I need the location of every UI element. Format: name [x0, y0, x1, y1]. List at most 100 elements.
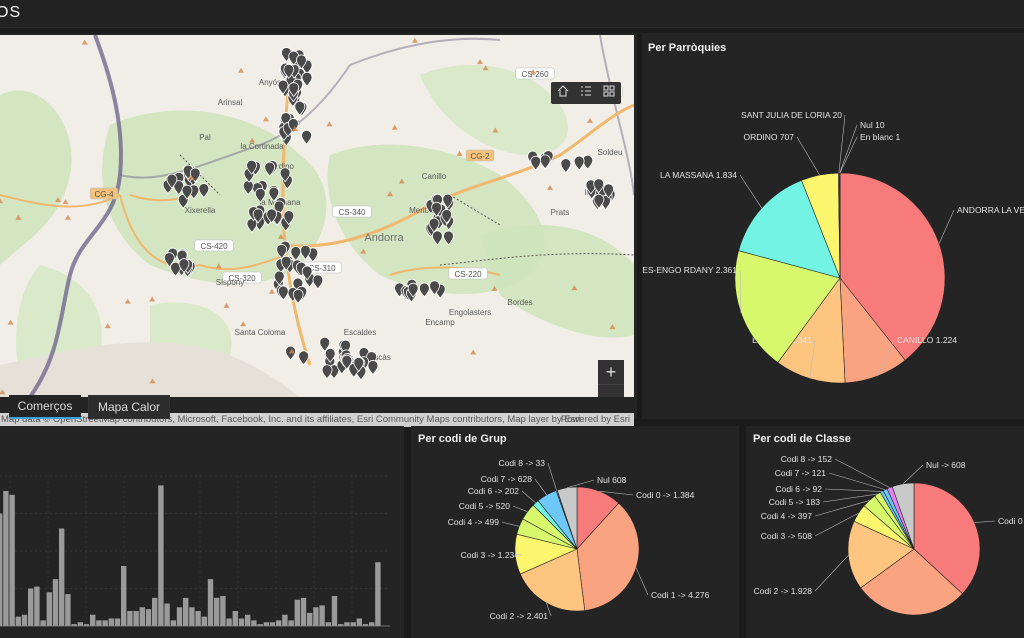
bar[interactable] — [369, 622, 375, 626]
bar[interactable] — [183, 597, 189, 626]
bar[interactable] — [238, 618, 245, 627]
commerce-marker[interactable] — [603, 183, 614, 199]
bar[interactable] — [362, 624, 369, 626]
bar[interactable] — [300, 597, 307, 626]
bar[interactable] — [257, 624, 263, 626]
commerce-marker[interactable] — [300, 244, 311, 260]
bar[interactable] — [102, 620, 108, 626]
pie-slice[interactable] — [519, 548, 586, 612]
commerce-marker[interactable] — [431, 201, 442, 217]
zoom-in-button[interactable]: + — [605, 361, 617, 382]
bar[interactable] — [220, 596, 226, 626]
pie-slice[interactable] — [847, 520, 915, 589]
map-view[interactable]: CS-260CS-270CG-2CG-4CS-340CS-420CS-320CS… — [0, 35, 634, 397]
commerce-marker[interactable] — [407, 282, 419, 298]
commerce-marker[interactable] — [321, 364, 333, 380]
commerce-marker[interactable] — [418, 282, 430, 298]
commerce-marker[interactable] — [441, 209, 453, 225]
tab-comercos[interactable]: Comerços — [9, 395, 81, 419]
bar[interactable] — [331, 596, 338, 626]
bar[interactable] — [375, 562, 381, 626]
bar[interactable] — [21, 614, 28, 626]
commerce-marker[interactable] — [198, 183, 210, 199]
bar[interactable] — [313, 607, 319, 626]
bar[interactable] — [214, 597, 220, 626]
bar[interactable] — [344, 622, 350, 626]
bar[interactable] — [9, 494, 15, 626]
bar[interactable] — [176, 607, 183, 626]
bar[interactable] — [245, 614, 251, 626]
commerce-marker[interactable] — [367, 360, 379, 376]
bar[interactable] — [65, 594, 71, 626]
commerce-marker[interactable] — [276, 244, 288, 260]
bar[interactable] — [96, 620, 102, 626]
pie-slice[interactable] — [913, 482, 981, 595]
commerce-marker[interactable] — [442, 193, 454, 209]
bar[interactable] — [133, 611, 139, 626]
bar[interactable] — [114, 618, 121, 627]
commerce-marker[interactable] — [582, 154, 594, 170]
commerce-marker[interactable] — [312, 274, 324, 290]
commerce-marker[interactable] — [301, 129, 312, 145]
commerce-marker[interactable] — [178, 258, 190, 274]
bar[interactable] — [338, 624, 344, 626]
bar[interactable] — [195, 611, 201, 626]
commerce-marker[interactable] — [246, 159, 257, 175]
commerce-marker[interactable] — [166, 173, 178, 189]
commerce-marker[interactable] — [164, 252, 175, 268]
bar[interactable] — [139, 607, 145, 626]
commerce-marker[interactable] — [268, 186, 280, 202]
commerce-marker[interactable] — [530, 155, 542, 171]
commerce-marker[interactable] — [296, 54, 307, 70]
bar[interactable] — [59, 528, 65, 627]
commerce-marker[interactable] — [273, 270, 285, 286]
pie-slice[interactable] — [860, 548, 963, 616]
commerce-marker[interactable] — [560, 158, 572, 174]
bar[interactable] — [52, 579, 59, 626]
bar[interactable] — [3, 491, 9, 626]
commerce-marker[interactable] — [254, 187, 266, 203]
pie-slice[interactable] — [576, 502, 640, 611]
zoom-out-button[interactable]: — — [598, 384, 624, 397]
pie-slice[interactable] — [839, 172, 946, 361]
commerce-marker[interactable] — [593, 193, 605, 209]
bar[interactable] — [152, 597, 158, 626]
bar[interactable] — [71, 624, 77, 626]
bar[interactable] — [164, 603, 170, 627]
commerce-marker[interactable] — [294, 100, 306, 116]
bar[interactable] — [90, 614, 96, 626]
bar[interactable] — [276, 620, 282, 626]
bar[interactable] — [207, 579, 214, 626]
bar[interactable] — [269, 622, 276, 626]
bar[interactable] — [251, 620, 257, 626]
bar[interactable] — [282, 614, 288, 626]
commerce-marker[interactable] — [288, 82, 300, 98]
legend-button[interactable] — [574, 82, 597, 104]
commerce-marker[interactable] — [277, 285, 289, 301]
commerce-marker[interactable] — [279, 167, 291, 183]
commerce-marker[interactable] — [170, 261, 181, 277]
bar[interactable] — [319, 605, 325, 626]
bar[interactable] — [350, 622, 356, 626]
bar[interactable] — [201, 616, 207, 626]
bar[interactable] — [294, 599, 300, 626]
bar[interactable] — [77, 622, 83, 626]
bar[interactable] — [263, 622, 269, 626]
commerce-marker[interactable] — [277, 79, 289, 95]
commerce-marker[interactable] — [266, 208, 278, 224]
commerce-marker[interactable] — [181, 184, 193, 200]
commerce-marker[interactable] — [283, 210, 295, 226]
commerce-marker[interactable] — [290, 246, 302, 262]
commerce-marker[interactable] — [298, 350, 310, 366]
bar[interactable] — [46, 592, 52, 626]
bar[interactable] — [121, 566, 127, 626]
qr-button[interactable] — [597, 82, 620, 104]
bar[interactable] — [226, 618, 232, 627]
bar[interactable] — [232, 611, 238, 626]
commerce-marker[interactable] — [280, 255, 292, 271]
commerce-marker[interactable] — [301, 71, 313, 87]
commerce-marker[interactable] — [593, 178, 605, 194]
bar[interactable] — [40, 620, 46, 626]
tab-mapa-calor[interactable]: Mapa Calor — [88, 395, 170, 419]
bar[interactable] — [28, 588, 34, 627]
